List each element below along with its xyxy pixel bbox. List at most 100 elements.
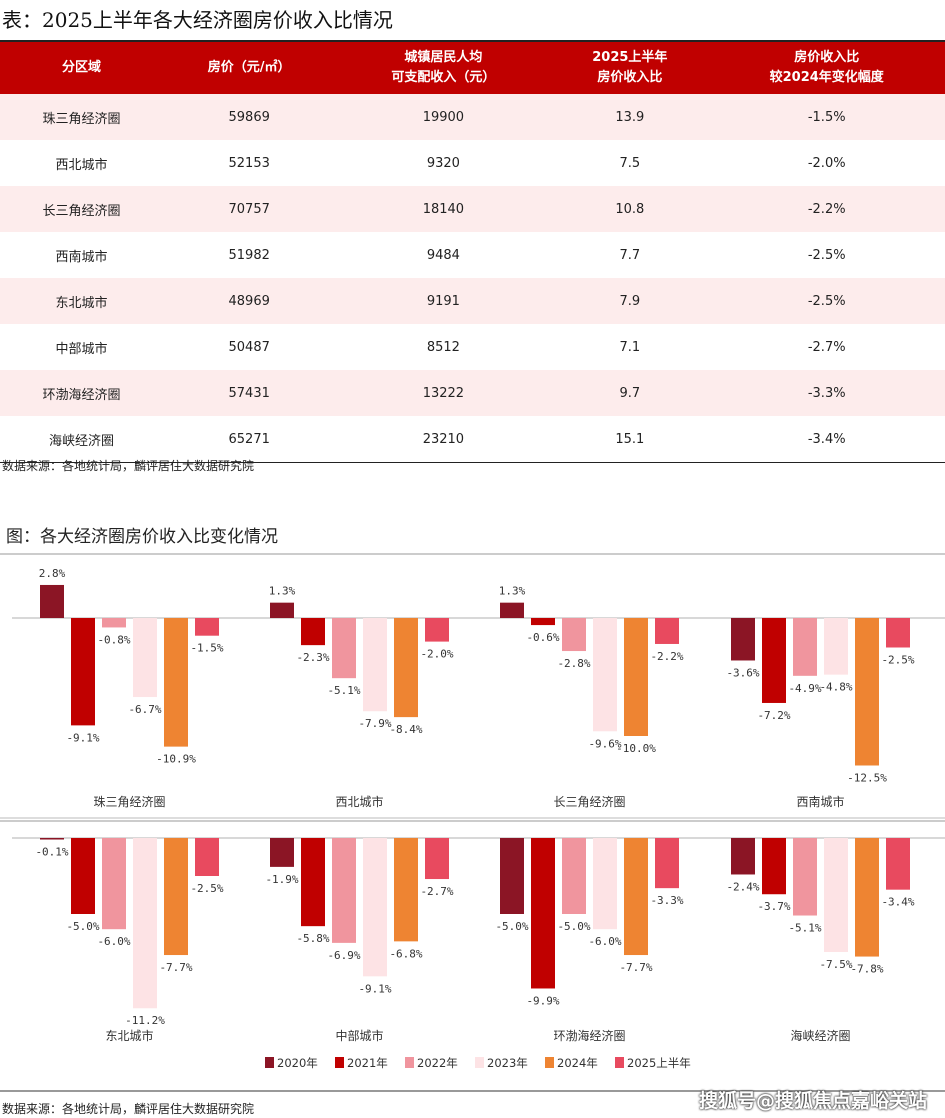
legend-label: 2021年 [347, 1056, 388, 1070]
bar [195, 618, 219, 636]
column-header: 分区域 [0, 41, 163, 94]
table-cell: 9320 [426, 155, 460, 171]
table-cell: 东北城市 [0, 278, 163, 324]
watermark: 搜狐号@搜狐焦点嘉峪关站 [698, 1090, 927, 1112]
category-label: 环渤海经济圈 [553, 1028, 625, 1043]
bar [793, 618, 817, 676]
bar [824, 618, 848, 675]
table-row: 环渤海经济圈 57431 13222 9.7 -3.3% [0, 370, 945, 416]
data-label: -4.9% [788, 682, 821, 695]
table-row: 中部城市 50487 8512 7.1 -2.7% [0, 324, 945, 370]
data-label: -5.0% [66, 920, 99, 933]
divider [0, 1090, 945, 1092]
data-label: -9.9% [526, 994, 559, 1007]
table-cell: -2.5% [807, 247, 846, 263]
bar [531, 618, 555, 626]
legend-swatch [545, 1057, 554, 1068]
table-cell: 50487 [228, 339, 270, 355]
table-cell: 9.7 [551, 370, 709, 416]
table-row: 珠三角经济圈 59869 19900 13.9 -1.5% [0, 94, 945, 140]
category-label: 海峡经济圈 [790, 1028, 850, 1043]
data-label: -11.2% [125, 1014, 165, 1027]
data-label: -2.7% [420, 885, 453, 898]
legend-label: 2024年 [557, 1056, 598, 1070]
category-label: 西北城市 [335, 794, 383, 809]
bar [655, 838, 679, 889]
bar [762, 618, 786, 703]
table-row: 海峡经济圈 65271 23210 15.1 -3.4% [0, 416, 945, 463]
data-label: -7.7% [619, 961, 652, 974]
data-label: -2.2% [650, 650, 683, 663]
table-cell: 西北城市 [55, 157, 108, 173]
legend-swatch [265, 1057, 274, 1068]
data-label: -10.9% [156, 753, 196, 766]
bar [425, 838, 449, 880]
table-cell: 7.5 [619, 155, 641, 171]
table-row: 东北城市 48969 9191 7.9 -2.5% [0, 278, 945, 324]
legend-label: 2025上半年 [627, 1056, 691, 1070]
data-label: -1.9% [265, 873, 298, 886]
data-label: -3.7% [757, 900, 790, 913]
bar [624, 838, 648, 956]
data-label: -6.0% [588, 935, 621, 948]
category-label: 珠三角经济圈 [93, 794, 165, 809]
column-header: 房价收入比 较2024年变化幅度 [708, 41, 945, 94]
data-label: -7.7% [159, 961, 192, 974]
category-label: 东北城市 [105, 1028, 153, 1043]
table-cell: 中部城市 [55, 341, 108, 357]
data-label: -3.6% [726, 666, 759, 679]
data-label: -2.5% [881, 654, 914, 667]
bar [102, 618, 126, 628]
table-body: 珠三角经济圈 59869 19900 13.9 -1.5% 西北城市 52153 9320 7.… [0, 94, 945, 463]
data-label: -6.0% [97, 935, 130, 948]
bar [593, 618, 617, 732]
bar [394, 838, 418, 942]
table-row: 长三角经济圈 70757 18140 10.8 -2.2% [0, 186, 945, 232]
bar [793, 838, 817, 916]
bar [855, 618, 879, 766]
bar [562, 618, 586, 652]
data-label: 1.3% [269, 585, 296, 598]
data-label: -7.9% [358, 717, 391, 730]
data-label: -3.3% [650, 894, 683, 907]
bar [164, 618, 188, 747]
data-label: -6.9% [327, 949, 360, 962]
data-label: -5.0% [495, 920, 528, 933]
bar [332, 838, 356, 943]
table-cell: 13222 [335, 370, 552, 416]
bar [886, 838, 910, 890]
bar [500, 838, 524, 914]
bar [824, 838, 848, 952]
table-cell: 7.1 [619, 339, 641, 355]
bar [394, 618, 418, 718]
bar [102, 838, 126, 930]
data-label: -5.1% [788, 922, 821, 935]
table-row: 西北城市 52153 9320 7.5 -2.0% [0, 140, 945, 186]
table-cell: -2.0% [807, 155, 846, 171]
chart-panel-2 [0, 820, 945, 1090]
data-label: -10.0% [616, 742, 656, 755]
table-cell: -2.7% [807, 339, 846, 355]
bar [195, 838, 219, 876]
data-label: -4.8% [819, 681, 852, 694]
bar [886, 618, 910, 648]
data-label: -0.1% [35, 846, 68, 859]
bar [593, 838, 617, 930]
data-label: -2.0% [420, 648, 453, 661]
table-cell: 环渤海经济圈 [0, 370, 163, 416]
table-cell: 10.8 [551, 186, 709, 232]
bar [164, 838, 188, 956]
bar [624, 618, 648, 736]
data-label: -7.8% [850, 963, 883, 976]
bar [655, 618, 679, 644]
column-header: 城镇居民人均 可支配收入（元） [335, 41, 552, 94]
table-title: 表：2025上半年各大经济圈房价收入比情况 [2, 8, 393, 32]
data-label: -5.8% [296, 932, 329, 945]
table-cell: 18140 [335, 186, 552, 232]
table-cell: 长三角经济圈 [0, 186, 163, 232]
data-label: -5.0% [557, 920, 590, 933]
data-label: -2.5% [190, 882, 223, 895]
legend-label: 2023年 [487, 1056, 528, 1070]
table-cell: 65271 [228, 431, 270, 447]
table-cell: -2.5% [708, 278, 945, 324]
